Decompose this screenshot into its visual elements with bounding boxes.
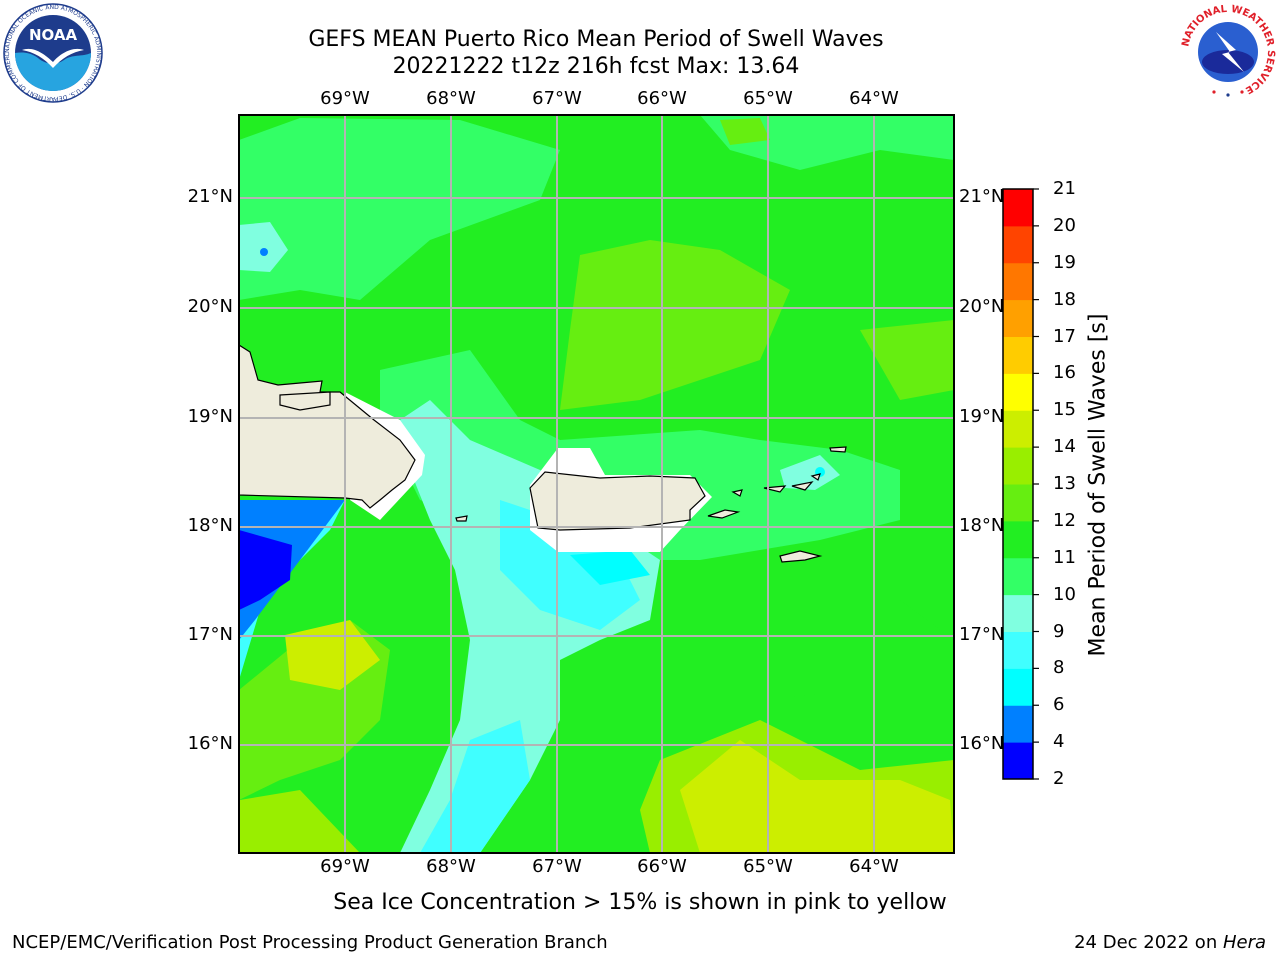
field-12-13-ssw <box>239 790 360 853</box>
colorbar-block <box>1003 189 1033 227</box>
colorbar-block <box>1003 668 1033 706</box>
lon-tick-top: 66°W <box>637 88 687 109</box>
lat-tick-left: 17°N <box>187 624 233 645</box>
colorbar-block <box>1003 410 1033 448</box>
colorbar-tick-label: 12 <box>1053 509 1076 531</box>
field-12-13-east <box>860 320 954 400</box>
lon-tick-bottom: 68°W <box>426 856 476 877</box>
graticule <box>239 115 954 853</box>
map-frame <box>238 114 955 854</box>
colorbar-block <box>1003 742 1033 780</box>
lon-tick-top: 69°W <box>320 88 370 109</box>
colorbar-block <box>1003 484 1033 522</box>
field-12-13-center <box>560 240 790 410</box>
lat-tick-right: 18°N <box>959 515 1005 536</box>
field-13-14-se <box>680 740 954 853</box>
lat-tick-right: 19°N <box>959 406 1005 427</box>
lat-tick-right: 16°N <box>959 733 1005 754</box>
noaa-logo: NATIONAL OCEANIC AND ATMOSPHERIC ADMINIS… <box>2 2 103 103</box>
lon-tick-bottom: 69°W <box>320 856 370 877</box>
field-11-12-se <box>680 560 954 700</box>
hispaniola-peninsula <box>279 391 331 411</box>
colorbar-tick-label: 19 <box>1053 251 1076 273</box>
lat-tick-right: 21°N <box>959 186 1005 207</box>
field-13-14-sw <box>285 620 380 690</box>
colorbar-tick-label: 2 <box>1053 768 1065 789</box>
colorbar-tick-label: 20 <box>1053 214 1076 236</box>
colorbar-tick-label: 8 <box>1053 657 1065 679</box>
lon-tick-top: 64°W <box>849 88 899 109</box>
colorbar-block <box>1003 631 1033 669</box>
lon-tick-bottom: 64°W <box>849 856 899 877</box>
colorbar-tick-label: 13 <box>1053 473 1076 494</box>
lon-tick-top: 68°W <box>426 88 476 109</box>
colorbar-block <box>1003 336 1033 374</box>
field-8-9-south <box>420 720 530 853</box>
credit-date-text: 24 Dec 2022 on <box>1074 932 1223 953</box>
colorbar-tick-label: 9 <box>1053 620 1065 642</box>
hispaniola-coast <box>239 344 416 509</box>
colorbar-tick-label: 21 <box>1053 178 1076 199</box>
nws-logo: NATIONAL WEATHER SERVICE <box>1180 4 1276 100</box>
lon-tick-bottom: 66°W <box>637 856 687 877</box>
colorbar-tick-label: 17 <box>1053 325 1076 347</box>
lat-tick-right: 17°N <box>959 624 1005 645</box>
colorbar-tick-label: 14 <box>1053 436 1076 458</box>
field-12-13-top <box>720 118 770 145</box>
lon-tick-bottom: 65°W <box>743 856 793 877</box>
colorbar-block <box>1003 262 1033 301</box>
colorbar-tick-label: 15 <box>1053 399 1076 421</box>
colorbar-tick-label: 16 <box>1053 362 1076 384</box>
colorbar-tick-label: 6 <box>1053 694 1065 716</box>
field-9-10-east <box>780 455 840 490</box>
lat-tick-left: 16°N <box>187 733 233 754</box>
island-st-thomas <box>763 485 787 493</box>
island-anegada <box>829 446 847 453</box>
colorbar-block <box>1003 447 1033 485</box>
swell-period-field <box>239 115 954 853</box>
colorbar-block <box>1003 299 1033 337</box>
lon-tick-bottom: 67°W <box>532 856 582 877</box>
lon-tick-top: 67°W <box>532 88 582 109</box>
island-tortola <box>791 481 814 491</box>
colorbar-block <box>1003 705 1033 743</box>
colorbar-block <box>1003 594 1033 632</box>
lat-tick-left: 18°N <box>187 515 233 536</box>
credit-branch: NCEP/EMC/Verification Post Processing Pr… <box>12 932 608 953</box>
lat-tick-left: 21°N <box>187 186 233 207</box>
colorbar-block <box>1003 225 1033 264</box>
sea-ice-note: Sea Ice Concentration > 15% is shown in … <box>333 890 947 915</box>
colorbar-tick-label: 18 <box>1053 288 1076 310</box>
field-9-10-nw <box>239 222 288 272</box>
lon-tick-top: 65°W <box>743 88 793 109</box>
island-vieques <box>707 509 741 519</box>
lat-tick-right: 20°N <box>959 296 1005 317</box>
colorbar-block <box>1003 373 1033 411</box>
credit-date: 24 Dec 2022 on Hera <box>1074 932 1266 953</box>
island-virgin-gorda <box>810 473 821 481</box>
field-4-6-nw-dot <box>260 248 268 256</box>
island-mona <box>455 515 468 522</box>
colorbar-tick-label: 11 <box>1053 546 1076 568</box>
field-2-4-sw <box>239 530 292 610</box>
field-9-10-plume <box>400 400 660 853</box>
lat-tick-left: 20°N <box>187 296 233 317</box>
colorbar-block <box>1003 520 1033 559</box>
credit-host: Hera <box>1222 932 1266 953</box>
lat-tick-left: 19°N <box>187 406 233 427</box>
field-6-8-pocket <box>570 550 650 585</box>
island-culebra <box>731 489 743 497</box>
colorbar-tick-label: 4 <box>1053 731 1065 753</box>
field-10-11-north <box>239 118 560 300</box>
colorbar-block <box>1003 557 1033 596</box>
island-st-croix <box>779 550 823 563</box>
colorbar-frame <box>1002 188 1034 780</box>
colorbar <box>1003 188 1039 780</box>
chart-title: GEFS MEAN Puerto Rico Mean Period of Swe… <box>308 27 884 52</box>
field-4-6-sw <box>239 500 345 640</box>
chart-subtitle: 20221222 t12z 216h fcst Max: 13.64 <box>392 54 800 79</box>
noaa-logo-text: NOAA <box>29 26 78 44</box>
colorbar-tick-label: 10 <box>1053 583 1076 605</box>
